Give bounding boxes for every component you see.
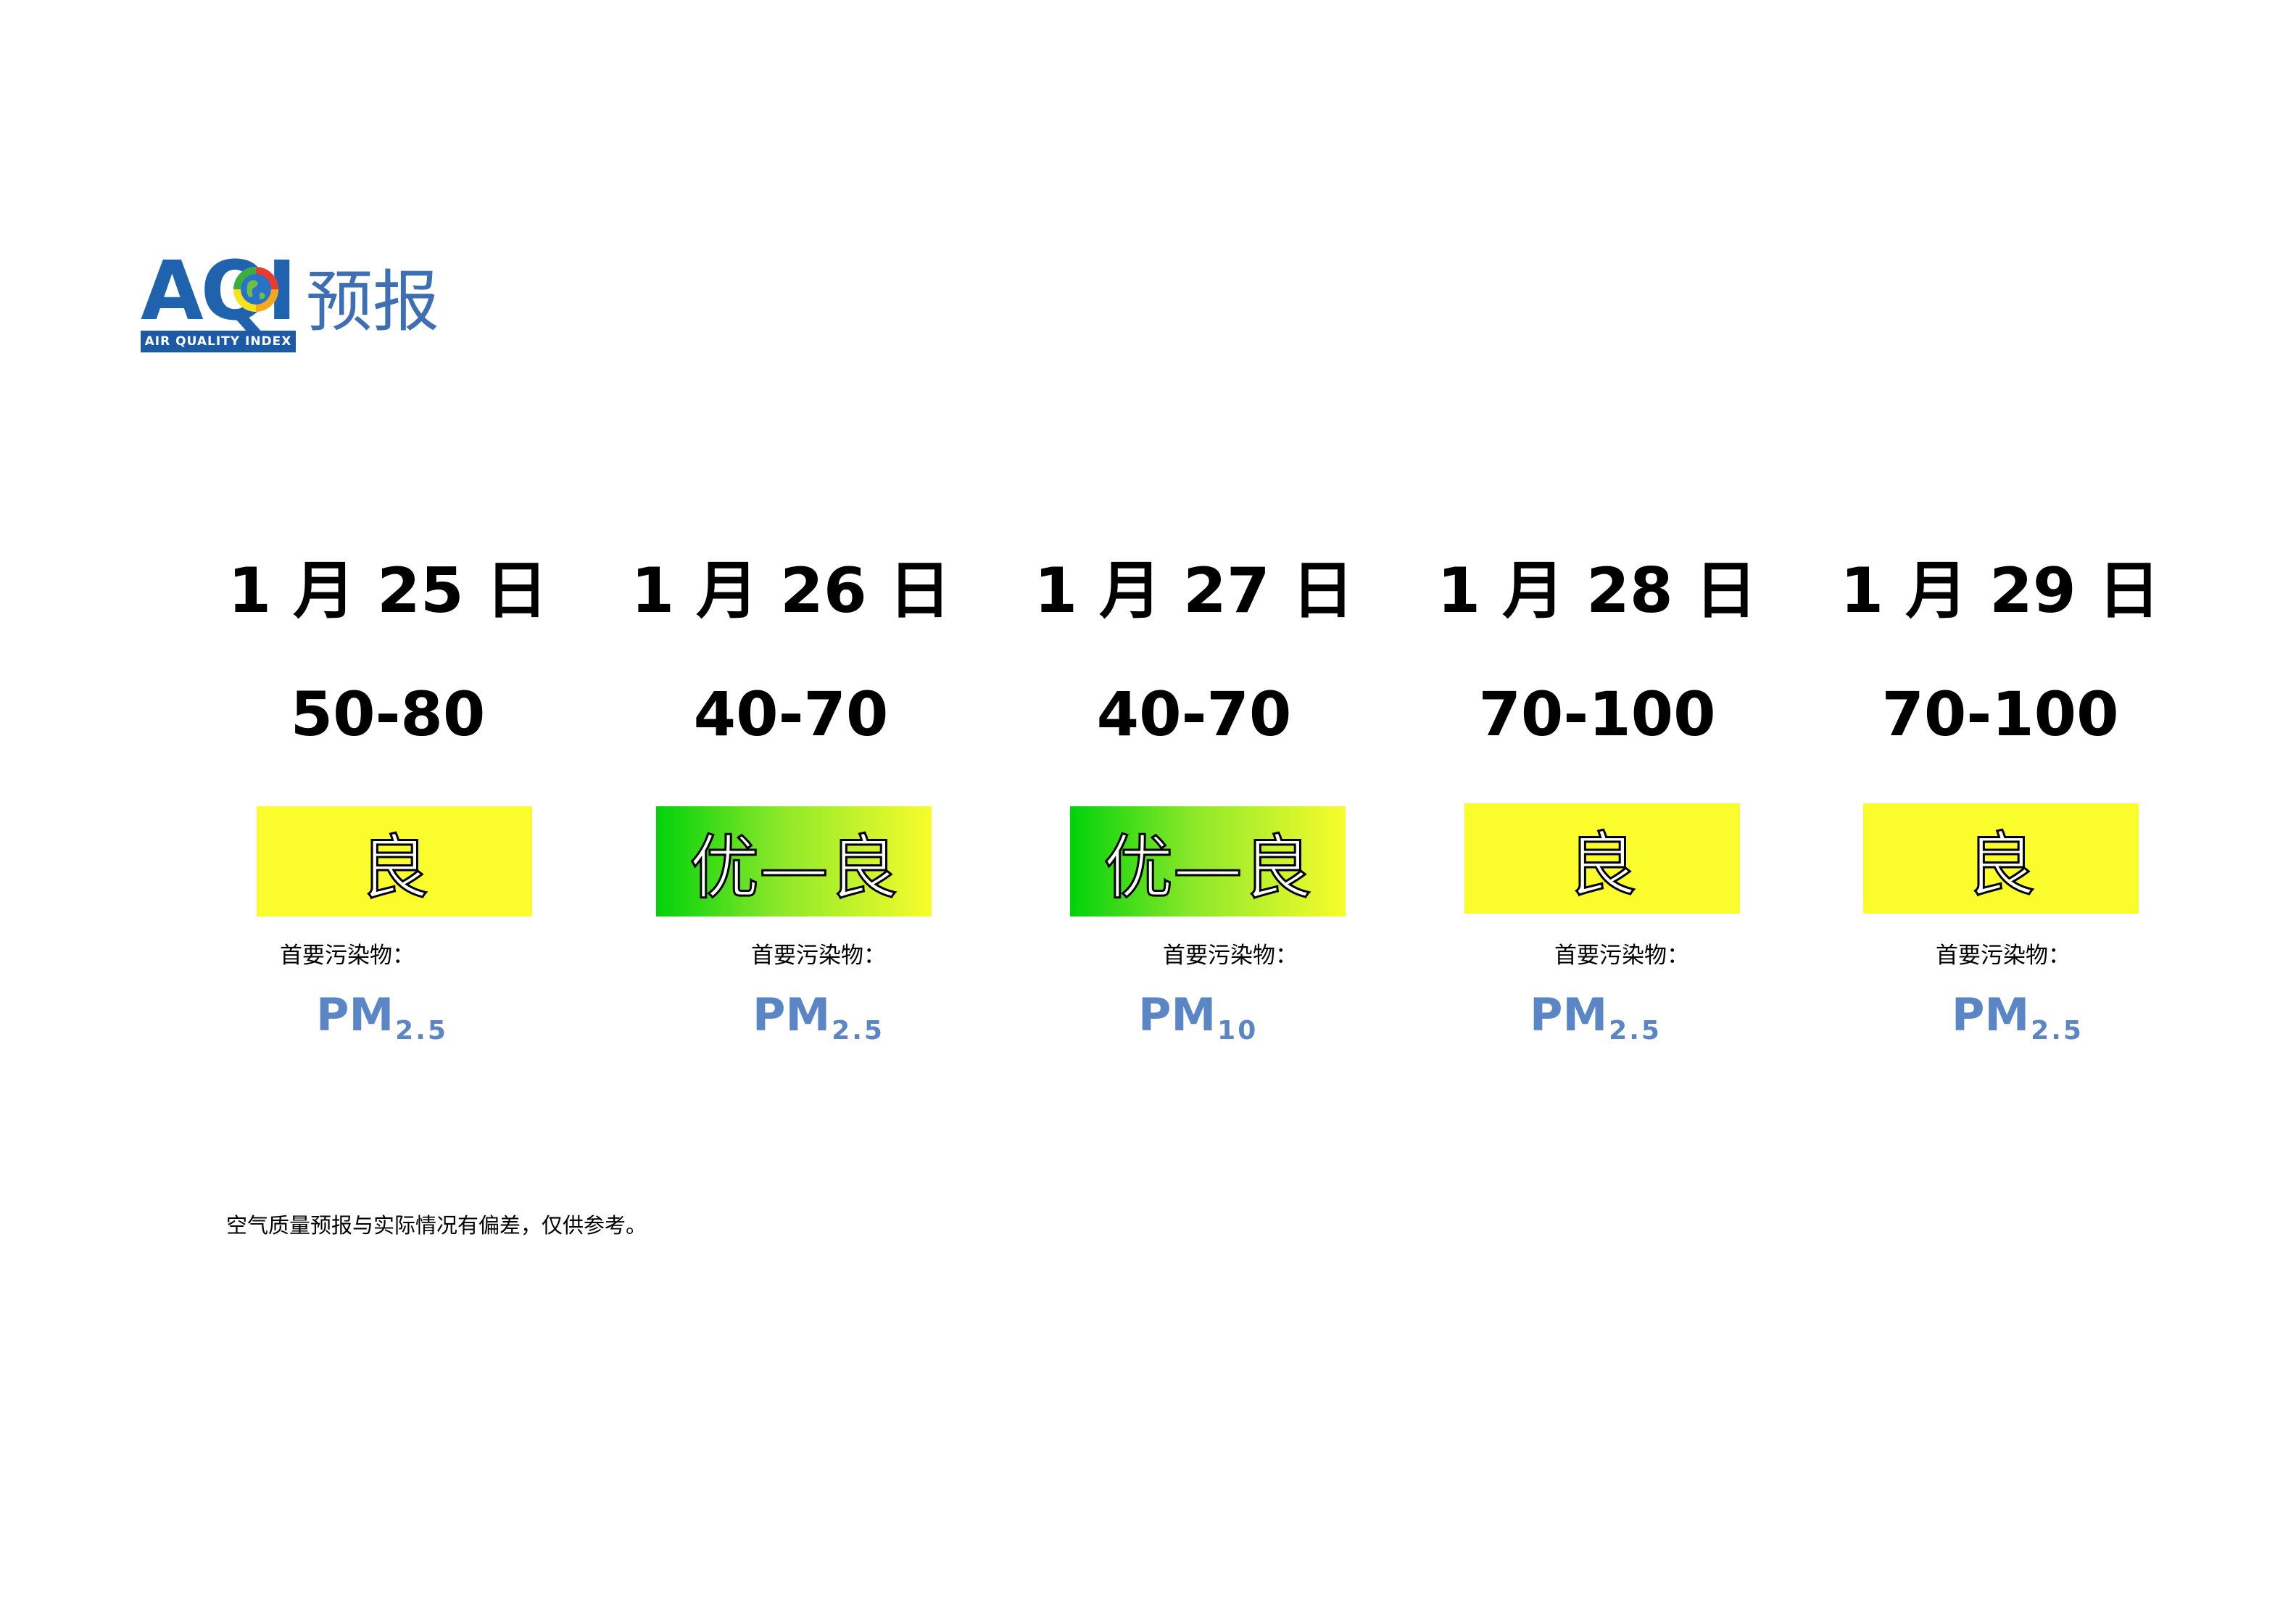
pollutant-main: PM — [1138, 988, 1217, 1041]
pollutant-subscript: 2.5 — [395, 1016, 448, 1046]
forecast-day: 1 月 26 日 40-70 优—良 首要污染物： PM2.5 — [621, 0, 961, 1088]
primary-pollutant: PM2.5 — [1952, 986, 2084, 1051]
forecast-day: 1 月 27 日 40-70 优—良 首要污染物： PM10 — [1024, 0, 1364, 1088]
forecast-date: 1 月 28 日 — [1437, 555, 1757, 627]
aqi-range: 40-70 — [1096, 679, 1292, 750]
pollutant-subscript: 2.5 — [1609, 1016, 1662, 1046]
forecast-day: 1 月 29 日 70-100 良 首要污染物： PM2.5 — [1830, 0, 2171, 1088]
pollutant-label: 首要污染物： — [751, 943, 886, 969]
pollutant-label: 首要污染物： — [1936, 943, 2071, 969]
aqi-level-badge: 优—良 — [1070, 806, 1346, 916]
pollutant-main: PM — [1530, 988, 1608, 1041]
aqi-level-badge: 优—良 — [656, 806, 932, 916]
pollutant-label: 首要污染物： — [1163, 943, 1298, 969]
primary-pollutant: PM2.5 — [316, 986, 448, 1051]
forecast-date: 1 月 29 日 — [1840, 555, 2160, 627]
aqi-range: 70-100 — [1478, 679, 1716, 750]
pollutant-label: 首要污染物： — [280, 943, 415, 969]
aqi-logo: AQI AIR QUALITY INDEX 预报 — [141, 251, 452, 357]
pollutant-subscript: 2.5 — [832, 1016, 884, 1046]
aqi-level-badge: 良 — [1863, 803, 2139, 914]
forecast-day: 1 月 25 日 50-80 良 首要污染物： PM2.5 — [217, 0, 558, 1088]
aqi-range: 50-80 — [290, 679, 486, 750]
disclaimer-footnote: 空气质量预报与实际情况有偏差，仅供参考。 — [226, 1213, 647, 1238]
pollutant-label: 首要污染物： — [1554, 943, 1689, 969]
primary-pollutant: PM2.5 — [753, 986, 884, 1051]
primary-pollutant: PM2.5 — [1530, 986, 1662, 1051]
pollutant-main: PM — [1952, 988, 2030, 1041]
forecast-date: 1 月 26 日 — [631, 555, 951, 627]
forecast-date: 1 月 25 日 — [228, 555, 548, 627]
pollutant-subscript: 2.5 — [2031, 1016, 2084, 1046]
pollutant-main: PM — [316, 988, 394, 1041]
forecast-day: 1 月 28 日 70-100 良 首要污染物： PM2.5 — [1427, 0, 1767, 1088]
page-title: 预报 — [306, 263, 440, 341]
forecast-date: 1 月 27 日 — [1034, 555, 1354, 627]
aqi-level-badge: 良 — [1464, 803, 1740, 914]
aqi-logo-mark: AQI AIR QUALITY INDEX — [141, 251, 299, 354]
aqi-level-badge: 良 — [257, 806, 532, 916]
primary-pollutant: PM10 — [1138, 986, 1258, 1051]
aqi-range: 70-100 — [1881, 679, 2119, 750]
pollutant-main: PM — [753, 988, 831, 1041]
aqi-range: 40-70 — [693, 679, 889, 750]
pollutant-subscript: 10 — [1217, 1016, 1259, 1046]
globe-icon — [233, 267, 278, 312]
aqi-logo-strip: AIR QUALITY INDEX — [141, 331, 296, 352]
